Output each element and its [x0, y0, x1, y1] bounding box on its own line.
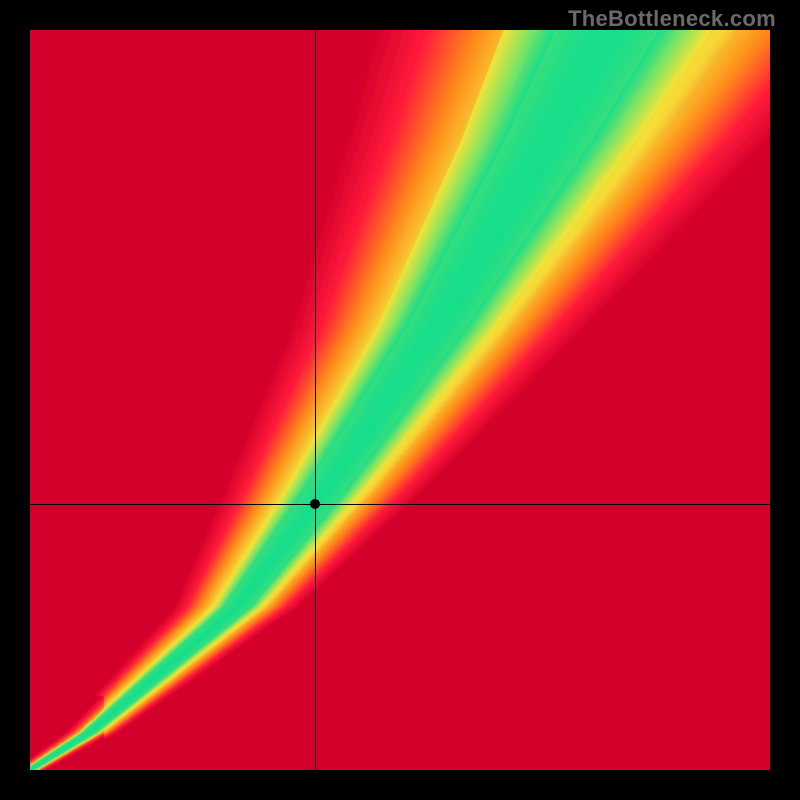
heatmap-canvas: [30, 30, 770, 770]
chart-frame: TheBottleneck.com: [0, 0, 800, 800]
crosshair-vertical: [315, 30, 316, 770]
crosshair-horizontal: [30, 504, 770, 505]
watermark-text: TheBottleneck.com: [568, 6, 776, 32]
crosshair-marker: [310, 499, 320, 509]
